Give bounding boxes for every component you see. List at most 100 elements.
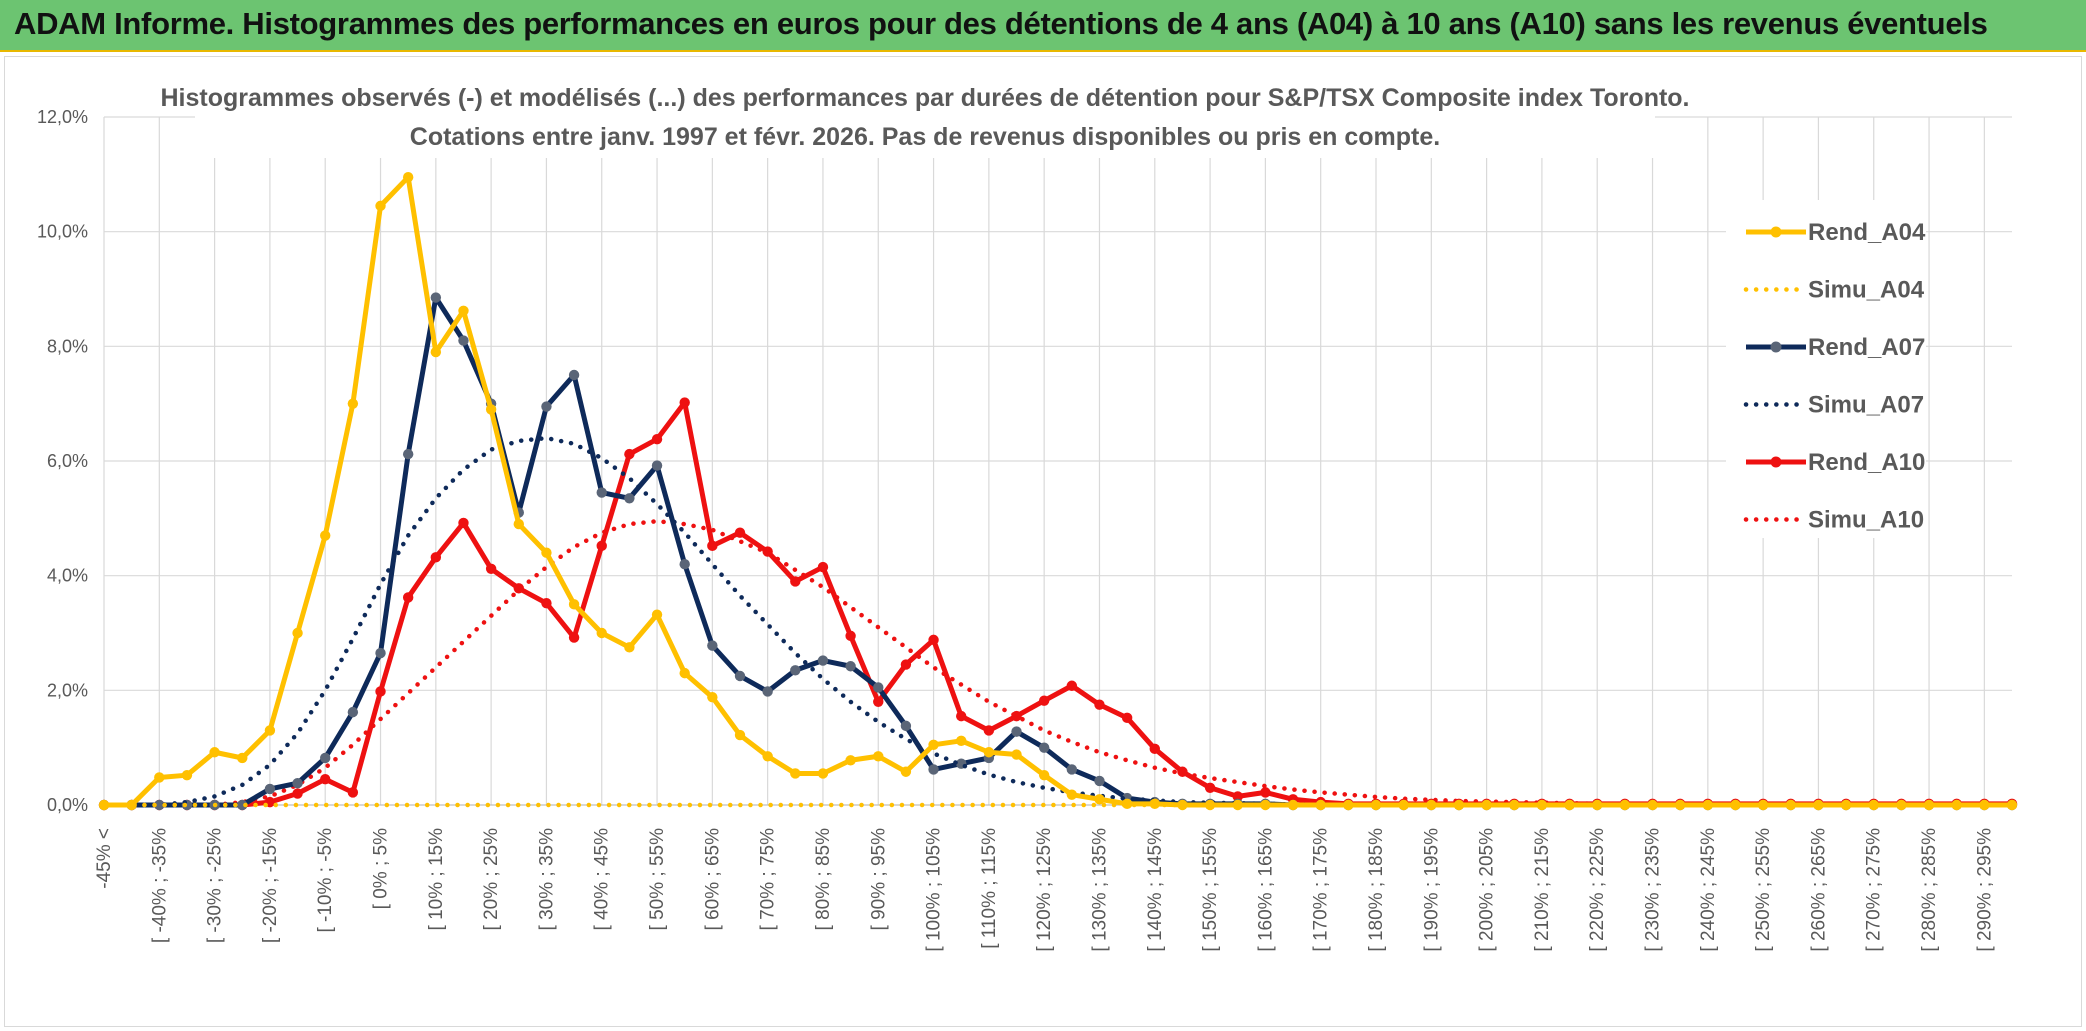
data-point — [1011, 726, 1022, 737]
title-banner: ADAM Informe. Histogrammes des performan… — [0, 0, 2086, 52]
legend-label: Simu_A07 — [1808, 392, 1924, 419]
data-point — [1923, 799, 1935, 811]
data-point — [402, 592, 414, 603]
data-point — [568, 632, 580, 643]
data-point — [1232, 799, 1243, 811]
data-point — [458, 305, 469, 316]
data-point — [375, 647, 386, 659]
data-point — [900, 720, 912, 732]
x-tick-label: [ 270% ; 275% — [1864, 828, 1885, 952]
series-line — [101, 435, 2015, 808]
data-point — [817, 655, 829, 666]
legend-label: Rend_A10 — [1808, 449, 1925, 476]
data-point — [2006, 799, 2018, 811]
x-tick-label: [ 220% ; 225% — [1587, 828, 1608, 952]
data-point — [928, 634, 939, 646]
data-point — [513, 518, 524, 530]
data-point — [1038, 695, 1050, 706]
data-point — [264, 725, 276, 736]
x-tick-label: -45% < — [94, 828, 115, 889]
data-point — [624, 448, 635, 460]
data-point — [430, 552, 442, 563]
data-point — [1509, 799, 1520, 811]
data-point — [707, 540, 718, 552]
data-point — [790, 576, 801, 587]
gridlines — [103, 116, 2012, 806]
data-point — [292, 778, 303, 789]
data-point — [568, 369, 580, 381]
y-axis-ticks: 0,0% 2,0% 4,0% 6,0% 8,0% 10,0% 12,0% — [37, 107, 88, 815]
series-line — [104, 400, 2012, 808]
data-point — [1094, 775, 1105, 787]
data-point — [928, 764, 939, 775]
series-line — [101, 518, 2015, 808]
x-tick-label: [ 210% ; 215% — [1532, 828, 1553, 952]
x-tick-label: [ 20% ; 25% — [481, 828, 502, 931]
data-point — [873, 751, 884, 762]
data-point — [1066, 680, 1078, 691]
data-point — [1177, 799, 1188, 811]
data-point — [568, 599, 580, 610]
data-point — [458, 335, 469, 346]
data-point — [873, 682, 884, 693]
y-tick-label: 10,0% — [37, 222, 88, 242]
x-tick-label: [ 100% ; 105% — [924, 828, 945, 952]
x-tick-label: [ -20% ; -15% — [260, 828, 281, 943]
data-point — [1813, 799, 1824, 811]
data-point — [734, 670, 746, 682]
legend-label: Simu_A04 — [1808, 277, 1925, 304]
x-axis-ticks: -45% < [ -40% ; -35% [ -30% ; -25% [ -20% ;… — [94, 828, 1995, 952]
legend-marker — [1770, 341, 1782, 353]
data-point — [734, 527, 746, 538]
data-point — [1038, 742, 1050, 753]
legend-label: Simu_A10 — [1808, 507, 1924, 534]
data-point — [596, 540, 607, 552]
x-tick-label: [ 130% ; 135% — [1089, 828, 1110, 952]
data-point — [154, 799, 165, 811]
data-point — [1232, 791, 1243, 802]
data-point — [1204, 799, 1216, 811]
x-tick-label: [ 260% ; 265% — [1808, 828, 1829, 952]
data-point — [1260, 787, 1271, 798]
page-title: ADAM Informe. Histogrammes des performan… — [14, 6, 1988, 41]
x-tick-label: [ 80% ; 85% — [813, 828, 834, 931]
x-tick-label: [ 60% ; 65% — [702, 828, 723, 931]
data-point — [707, 640, 718, 651]
data-point — [347, 787, 359, 798]
chart-title-block: Histogrammes observés (-) et modélisés (… — [160, 76, 1690, 158]
data-point — [485, 404, 497, 415]
data-point — [541, 547, 552, 558]
legend-item-Rend_A04: Rend_A04 — [1746, 219, 1926, 246]
data-point — [347, 398, 359, 409]
data-point — [458, 517, 469, 529]
data-point — [845, 630, 856, 642]
legend-item-Rend_A10: Rend_A10 — [1746, 449, 1925, 476]
data-point — [596, 627, 607, 639]
data-point — [292, 788, 303, 799]
data-point — [154, 772, 165, 783]
data-point — [485, 563, 497, 574]
data-point — [1066, 789, 1078, 800]
y-tick-label: 6,0% — [47, 451, 88, 471]
chart-frame — [4, 56, 2082, 1027]
x-tick-label: [ 240% ; 245% — [1698, 828, 1719, 952]
data-point — [651, 609, 663, 620]
x-tick-label: [ -10% ; -5% — [315, 828, 336, 933]
x-tick-label: [ 250% ; 255% — [1753, 828, 1774, 952]
data-point — [292, 627, 303, 639]
data-point — [1204, 782, 1216, 793]
data-point — [1094, 794, 1105, 805]
x-tick-label: [ 170% ; 175% — [1311, 828, 1332, 952]
data-point — [430, 292, 442, 303]
x-tick-label: [ 290% ; 295% — [1974, 828, 1995, 952]
data-point — [845, 755, 856, 766]
data-point — [320, 774, 331, 785]
data-point — [873, 696, 884, 707]
data-point — [1951, 799, 1962, 811]
x-tick-label: [ 70% ; 75% — [758, 828, 779, 931]
y-tick-label: 2,0% — [47, 680, 88, 700]
x-tick-label: [ 150% ; 155% — [1200, 828, 1221, 952]
data-point — [624, 493, 635, 504]
legend-item-Simu_A10: Simu_A10 — [1743, 507, 1924, 534]
